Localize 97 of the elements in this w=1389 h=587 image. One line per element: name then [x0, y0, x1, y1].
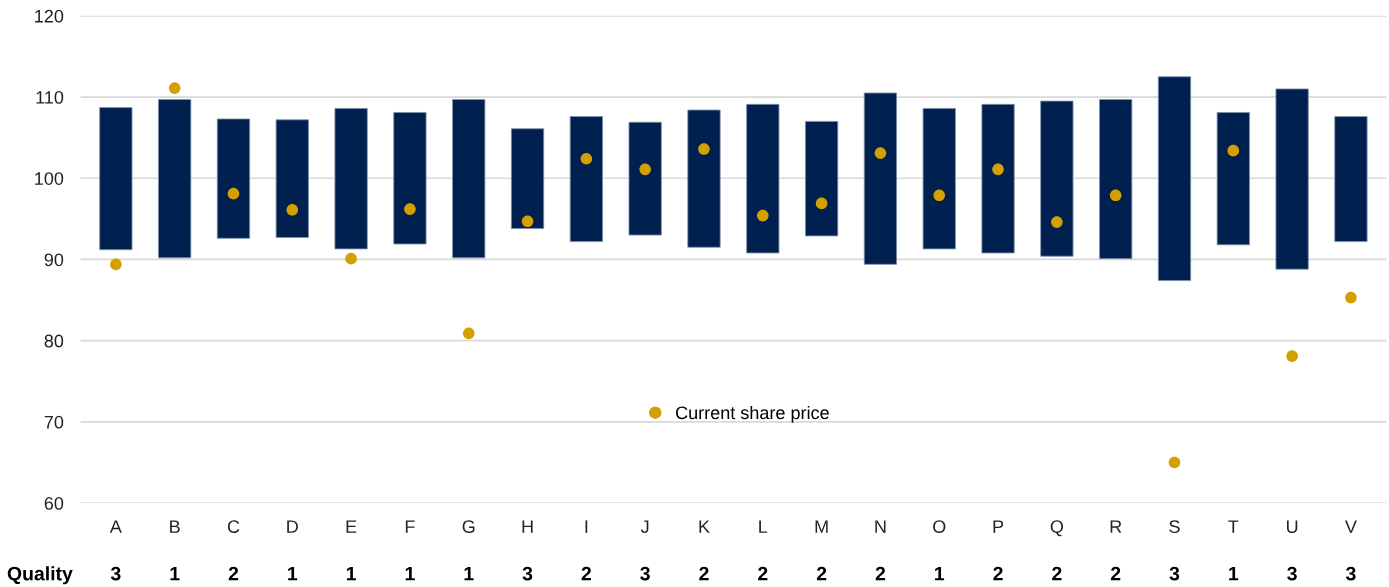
- point: [1051, 216, 1063, 228]
- point: [698, 143, 710, 155]
- x-tick-label: P: [993, 520, 1004, 533]
- bar: [393, 112, 427, 245]
- text: 2: [228, 566, 239, 581]
- text: 3: [1345, 566, 1356, 581]
- y-tick-label: 70: [44, 415, 64, 429]
- bar: [99, 107, 133, 251]
- point: [168, 82, 181, 94]
- point: [580, 152, 593, 165]
- y-tick-label: 80: [44, 334, 64, 348]
- bar: [1040, 100, 1074, 257]
- y-tick-label: 120: [35, 9, 64, 23]
- text: 3: [1287, 566, 1297, 581]
- point: [815, 197, 828, 210]
- text: 2: [581, 566, 591, 581]
- y-tick-label: 110: [36, 90, 64, 104]
- point: [1286, 350, 1298, 362]
- point: [874, 147, 887, 159]
- text: 1: [464, 566, 474, 581]
- text: 2: [758, 566, 768, 581]
- point: [639, 163, 651, 176]
- x-tick-label: Q: [1050, 520, 1064, 537]
- text: 1: [288, 566, 298, 581]
- point: [933, 189, 946, 202]
- point: [110, 258, 122, 271]
- text: 2: [993, 566, 1003, 581]
- bar: [510, 128, 545, 230]
- bar: [863, 92, 898, 265]
- text: 1: [935, 566, 945, 581]
- legend-label: Current share price: [676, 405, 829, 423]
- text: 1: [1229, 566, 1239, 581]
- bar: [805, 120, 839, 237]
- bar: [216, 118, 251, 239]
- bar: [158, 99, 192, 259]
- bar: [334, 108, 368, 250]
- x-tick-label: I: [585, 520, 588, 533]
- point: [286, 204, 299, 216]
- x-tick-label: G: [462, 520, 475, 533]
- point: [992, 163, 1004, 176]
- x-tick-label: B: [170, 520, 180, 533]
- x-tick-label: T: [1228, 520, 1239, 533]
- text: 2: [875, 566, 886, 581]
- x-tick-label: L: [759, 520, 768, 533]
- x-tick-label: J: [640, 520, 649, 533]
- point: [345, 252, 357, 265]
- point: [1345, 291, 1357, 304]
- x-tick-label: O: [933, 520, 946, 533]
- x-tick-label: F: [405, 520, 415, 533]
- point: [521, 215, 534, 228]
- x-tick-label: K: [699, 520, 710, 533]
- text: 3: [1169, 566, 1180, 581]
- text: 2: [816, 566, 827, 581]
- x-tick-label: M: [815, 520, 828, 533]
- x-tick-label: N: [875, 520, 886, 533]
- point: [1227, 144, 1240, 157]
- bar: [981, 103, 1015, 254]
- bar: [1334, 116, 1368, 243]
- y-tick-label: 60: [44, 496, 64, 510]
- bar: [687, 109, 721, 248]
- y-tick-label: 100: [35, 172, 64, 185]
- text: 2: [699, 566, 709, 581]
- x-tick-label: V: [1344, 520, 1357, 533]
- point: [1168, 456, 1181, 469]
- bar: [746, 103, 780, 254]
- point: [462, 327, 475, 340]
- text: 2: [1052, 566, 1062, 581]
- bar: [922, 108, 956, 250]
- bar: [275, 119, 309, 238]
- text: 3: [640, 566, 650, 581]
- text: 3: [522, 566, 533, 581]
- bar: [628, 121, 662, 236]
- x-tick-label: U: [1286, 520, 1298, 533]
- text: 1: [170, 566, 180, 581]
- x-tick-label: S: [1169, 520, 1180, 533]
- bar: [1157, 76, 1192, 281]
- bar: [1099, 99, 1133, 260]
- point: [227, 187, 240, 200]
- point: [1109, 189, 1122, 202]
- x-tick-label: E: [346, 520, 357, 533]
- bar: [569, 116, 603, 243]
- point: [404, 203, 416, 215]
- text: 1: [405, 566, 415, 581]
- bar: [1275, 88, 1309, 270]
- y-tick-label: 90: [44, 253, 64, 267]
- x-tick-label: C: [227, 520, 240, 533]
- bar: [452, 99, 486, 259]
- bar: [1216, 112, 1250, 246]
- point: [756, 209, 769, 222]
- x-tick-label: D: [287, 520, 298, 533]
- text: 1: [346, 566, 356, 581]
- x-tick-label: R: [1110, 520, 1122, 533]
- text: 3: [110, 566, 121, 581]
- x-tick-label: H: [522, 520, 533, 533]
- text: 2: [1110, 566, 1121, 581]
- x-tick-label: A: [109, 520, 122, 533]
- text: Quality: [7, 566, 73, 585]
